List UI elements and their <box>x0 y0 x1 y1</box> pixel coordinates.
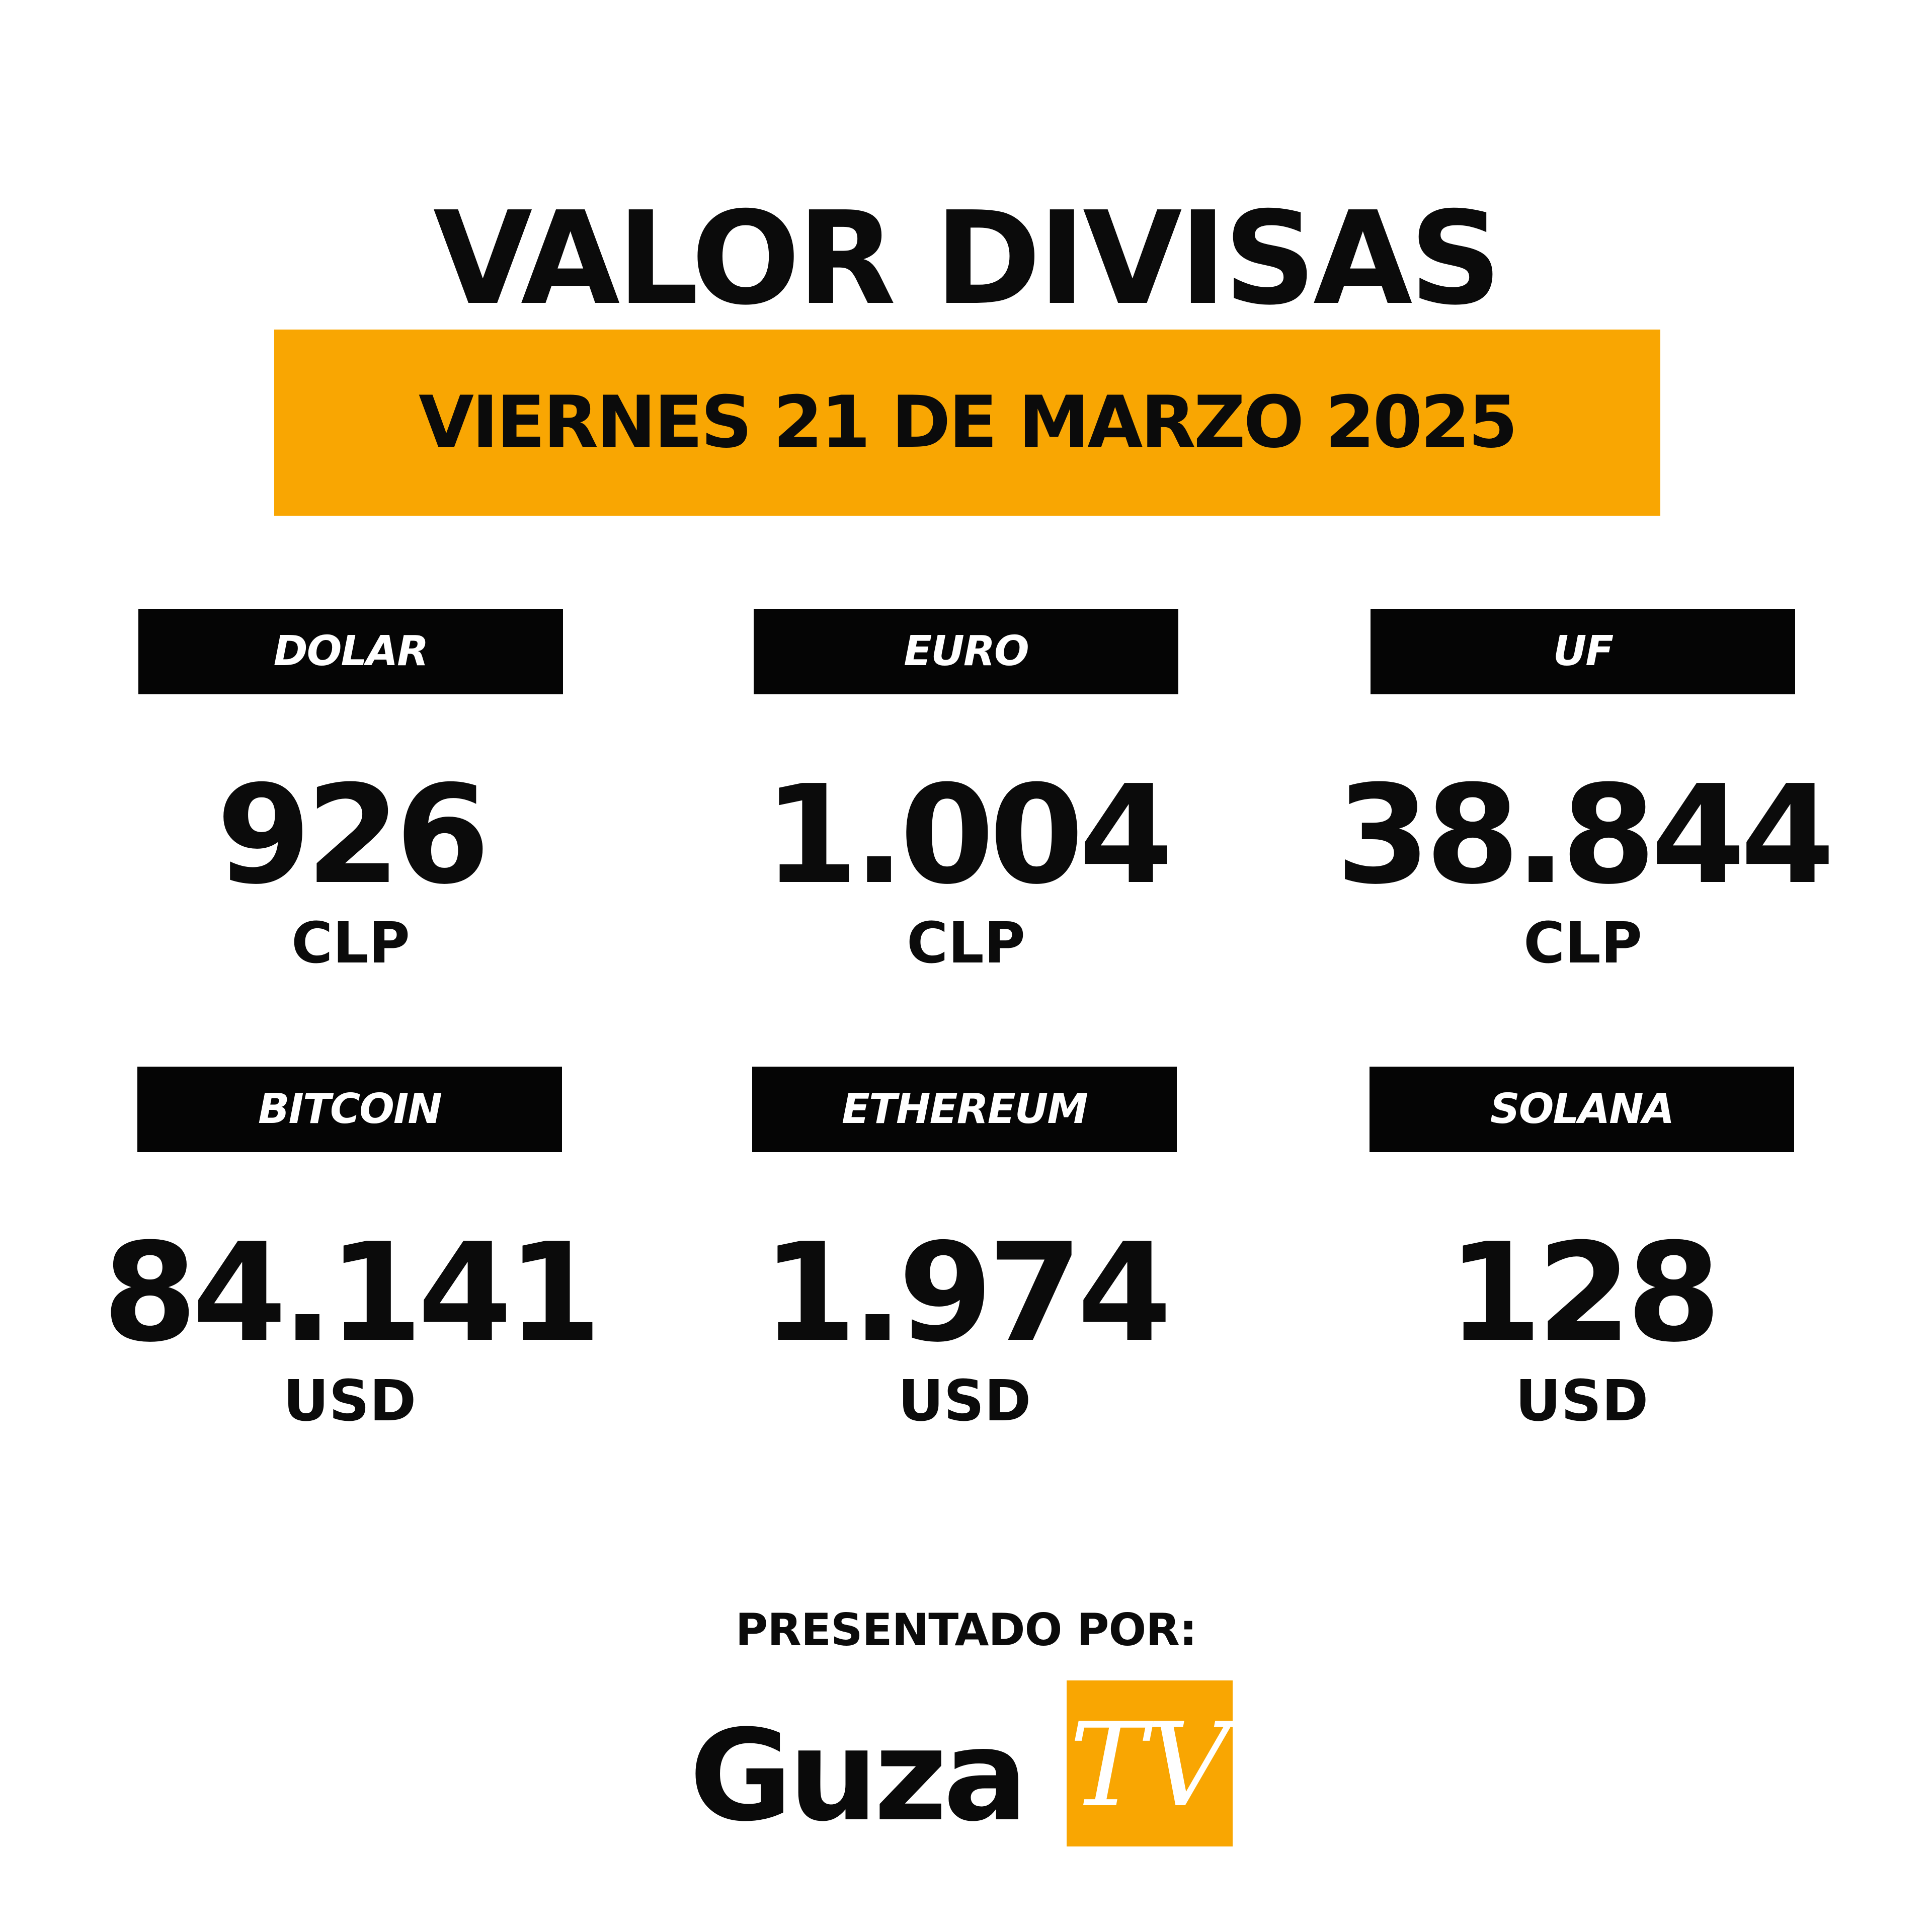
currency-unit: USD <box>1515 1369 1649 1434</box>
currency-card-header: EURO <box>754 609 1178 694</box>
logo-tv-box: TV <box>1067 1680 1233 1846</box>
currency-unit: CLP <box>291 911 410 976</box>
currency-value: 84.141 <box>103 1214 602 1372</box>
currency-card-euro: EURO 1.004 CLP <box>754 609 1178 976</box>
currency-card-header: DOLAR <box>138 609 563 694</box>
currency-card-dolar: DOLAR 926 CLP <box>138 609 563 976</box>
currency-card-header: UF <box>1371 609 1795 694</box>
guzatv-logo: Guza TV <box>689 1680 1233 1852</box>
logo-wordmark: Guza <box>689 1703 1028 1849</box>
logo-tv-text: TV <box>1069 1699 1230 1833</box>
currency-card-solana: SOLANA 128 USD <box>1370 1067 1794 1434</box>
currency-unit: USD <box>283 1369 417 1434</box>
currency-value: 1.974 <box>762 1214 1172 1372</box>
currency-unit: CLP <box>1523 911 1642 976</box>
currency-unit: USD <box>898 1369 1031 1434</box>
currency-card-bitcoin: BITCOIN 84.141 USD <box>103 1067 602 1434</box>
currency-value: 926 <box>216 756 490 914</box>
currency-card-uf: UF 38.844 CLP <box>1336 609 1835 976</box>
currency-value: 1.004 <box>763 756 1173 914</box>
currency-value: 128 <box>1447 1214 1721 1372</box>
page-title: VALOR DIVISAS <box>433 184 1502 334</box>
currency-card-header: BITCOIN <box>137 1067 562 1152</box>
currency-card-header: ETHEREUM <box>752 1067 1177 1152</box>
date-text: VIERNES 21 DE MARZO 2025 <box>419 381 1518 464</box>
currency-unit: CLP <box>907 911 1025 976</box>
currency-card-ethereum: ETHEREUM 1.974 USD <box>752 1067 1177 1434</box>
currency-value: 38.844 <box>1336 756 1835 914</box>
presented-by-label: PRESENTADO POR: <box>735 1604 1197 1656</box>
currency-card-header: SOLANA <box>1370 1067 1794 1152</box>
date-banner: VIERNES 21 DE MARZO 2025 <box>274 330 1660 516</box>
